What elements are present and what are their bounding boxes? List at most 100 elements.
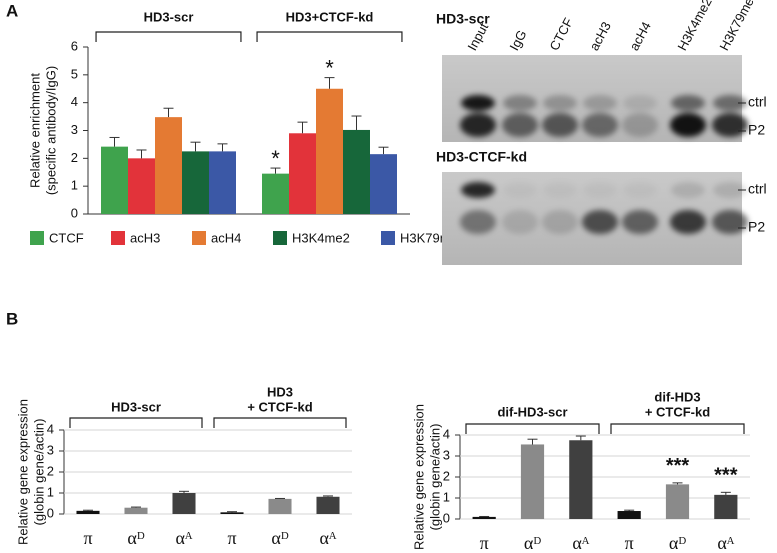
bar xyxy=(289,133,316,214)
group-bracket xyxy=(95,31,242,42)
annotation: * xyxy=(325,55,334,80)
legend-label: H3K4me2 xyxy=(292,230,350,245)
band xyxy=(671,182,705,198)
group-bracket xyxy=(610,423,745,434)
y-tick-label: 2 xyxy=(443,468,450,483)
band-label: ctrl xyxy=(748,181,767,197)
y-tick-label: 1 xyxy=(47,484,54,499)
group-label: HD3-scr xyxy=(111,399,161,414)
x-tick-label: αᴰ xyxy=(524,533,541,553)
lane-label: acH4 xyxy=(626,19,653,53)
band xyxy=(461,95,495,111)
panel-label: B xyxy=(6,309,18,328)
bar xyxy=(316,88,343,214)
y-tick-label: 4 xyxy=(443,426,450,441)
band xyxy=(622,210,658,234)
group-label: dif-HD3-scr xyxy=(497,404,567,419)
band xyxy=(623,182,657,198)
y-axis-label: Relative enrichment xyxy=(27,73,42,188)
legend-label: acH4 xyxy=(211,230,241,245)
legend-swatch xyxy=(381,231,395,245)
group-bracket xyxy=(213,417,347,428)
band xyxy=(671,95,705,111)
x-tick-label: π xyxy=(625,533,634,553)
band xyxy=(460,210,496,234)
y-tick-label: 2 xyxy=(47,463,54,478)
annotation: *** xyxy=(714,465,738,487)
y-axis-label: (globin gene/actin) xyxy=(31,419,46,526)
legend-label: acH3 xyxy=(130,230,160,245)
bar xyxy=(209,151,236,214)
bar xyxy=(101,146,128,214)
y-tick-label: 4 xyxy=(71,94,78,109)
bar xyxy=(665,484,690,519)
band xyxy=(713,95,747,111)
gel-bands xyxy=(460,95,748,137)
group-label: + CTCF-kd xyxy=(247,399,312,414)
band xyxy=(712,113,748,137)
y-tick-label: 2 xyxy=(71,150,78,165)
group-bracket xyxy=(69,417,203,428)
band xyxy=(503,95,537,111)
bar xyxy=(128,158,155,214)
y-axis-label: Relative gene expression xyxy=(15,399,30,545)
x-tick-label: αᴬ xyxy=(319,528,336,548)
band xyxy=(502,113,538,137)
bar xyxy=(520,444,545,519)
band xyxy=(503,182,537,198)
legend-swatch xyxy=(273,231,287,245)
band xyxy=(712,210,748,234)
bar xyxy=(343,129,370,214)
band-label: P2 xyxy=(748,219,765,235)
y-tick-label: 4 xyxy=(47,421,54,436)
x-tick-label: αᴰ xyxy=(271,528,288,548)
y-axis-label: (globin gene/actin) xyxy=(427,424,442,531)
bar xyxy=(569,440,593,519)
legend-label: CTCF xyxy=(49,230,84,245)
x-tick-label: π xyxy=(227,528,236,548)
band xyxy=(542,113,578,137)
band xyxy=(713,182,747,198)
bar xyxy=(76,510,100,514)
x-tick-label: αᴬ xyxy=(717,533,734,553)
group-label: + CTCF-kd xyxy=(645,404,710,419)
panel-label: A xyxy=(6,1,18,20)
legend-swatch xyxy=(30,231,44,245)
annotation: * xyxy=(271,146,280,171)
bar xyxy=(268,498,292,514)
x-tick-label: αᴬ xyxy=(175,528,192,548)
group-bracket xyxy=(465,423,600,434)
legend-swatch xyxy=(111,231,125,245)
band xyxy=(461,182,495,198)
gel-title: HD3-scr xyxy=(436,11,490,27)
gel-bands xyxy=(460,182,748,234)
band xyxy=(670,113,706,137)
bar xyxy=(617,511,641,519)
y-tick-label: 1 xyxy=(443,489,450,504)
y-tick-label: 0 xyxy=(47,505,54,520)
y-axis-label: Relative gene expression xyxy=(411,404,426,550)
bar xyxy=(262,173,289,214)
band xyxy=(542,210,578,234)
bar xyxy=(172,493,196,514)
group-label: HD3-scr xyxy=(144,9,194,24)
band xyxy=(583,182,617,198)
band-label: P2 xyxy=(748,122,765,138)
band xyxy=(543,95,577,111)
legend-swatch xyxy=(192,231,206,245)
bar xyxy=(714,494,738,519)
lane-label: H3K79me2 xyxy=(716,0,760,53)
band xyxy=(543,182,577,198)
bar xyxy=(472,516,496,519)
band xyxy=(460,113,496,137)
y-tick-label: 1 xyxy=(71,178,78,193)
y-tick-label: 0 xyxy=(443,510,450,525)
y-tick-label: 3 xyxy=(443,447,450,462)
x-tick-label: αᴰ xyxy=(669,533,686,553)
band xyxy=(582,210,618,234)
band-label: ctrl xyxy=(748,94,767,110)
bar xyxy=(155,117,182,214)
lane-label: IgG xyxy=(506,27,529,53)
annotation: *** xyxy=(666,455,690,477)
